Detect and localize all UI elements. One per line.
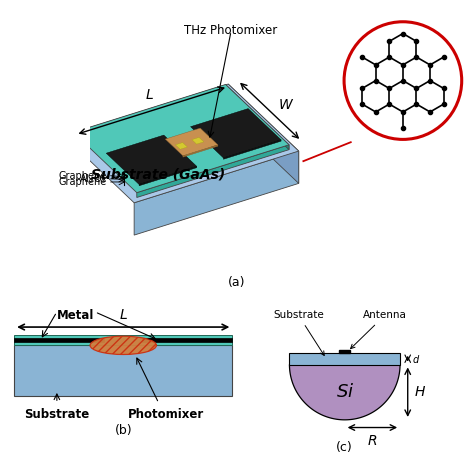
Text: Al$_2$O$_3$: Al$_2$O$_3$ (79, 172, 106, 186)
Polygon shape (183, 145, 218, 157)
Text: THz Photomixer: THz Photomixer (184, 24, 278, 36)
Text: $L$: $L$ (119, 308, 128, 322)
Text: $L$: $L$ (145, 88, 154, 102)
Polygon shape (73, 84, 289, 192)
Bar (14, 346, 232, 396)
Text: $R$: $R$ (367, 434, 378, 447)
Text: (a): (a) (228, 276, 246, 290)
Polygon shape (290, 365, 400, 420)
Text: $W$: $W$ (278, 98, 294, 112)
Polygon shape (223, 140, 281, 159)
Polygon shape (191, 109, 281, 158)
Text: Substrate (GaAs): Substrate (GaAs) (91, 168, 225, 182)
Text: (c): (c) (337, 441, 353, 454)
Bar (14, 338, 104, 342)
Polygon shape (134, 151, 299, 235)
Text: Antenna: Antenna (351, 310, 407, 349)
Ellipse shape (90, 336, 156, 355)
Polygon shape (226, 84, 289, 150)
Bar (142, 338, 232, 342)
Bar (290, 353, 400, 365)
Bar (339, 350, 350, 353)
Polygon shape (228, 84, 299, 183)
Polygon shape (192, 137, 204, 144)
Text: $H$: $H$ (414, 385, 427, 399)
Text: $Si$: $Si$ (336, 383, 354, 401)
Polygon shape (165, 128, 218, 156)
Polygon shape (175, 143, 187, 149)
Text: $d$: $d$ (412, 353, 420, 365)
Text: Substrate: Substrate (273, 310, 324, 356)
Text: Graphene: Graphene (58, 171, 106, 181)
Polygon shape (64, 84, 299, 203)
Text: (b): (b) (114, 424, 132, 437)
Text: Photomixer: Photomixer (128, 408, 204, 421)
Polygon shape (106, 135, 197, 184)
Bar (14, 335, 232, 346)
Polygon shape (139, 166, 197, 186)
Polygon shape (137, 145, 289, 198)
Text: Substrate: Substrate (24, 408, 90, 421)
Text: Metal: Metal (57, 309, 94, 322)
Text: Graphene: Graphene (58, 177, 106, 187)
